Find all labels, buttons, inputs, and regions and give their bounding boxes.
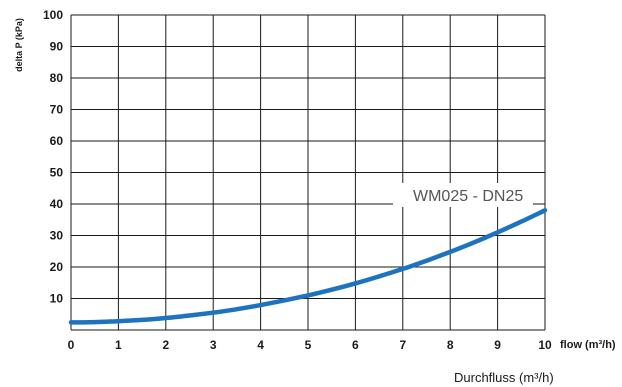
y-tick-label: 60 [50,134,64,148]
x-tick-label: 3 [210,338,217,352]
x-tick-label: 9 [494,338,501,352]
x-tick-label: 6 [352,338,359,352]
series-line-wm025-dn25 [68,208,548,325]
y-tick-label: 70 [50,103,64,117]
y-tick-label: 10 [50,292,64,306]
y-axis-label: delta P (kPa) [14,18,24,72]
x-tick-label: 4 [257,338,264,352]
x-tick-label: 7 [399,338,406,352]
series-label: WM025 - DN25 [413,188,523,205]
x-axis-label: flow (m³/h) [560,339,616,351]
y-tick-label: 100 [43,8,63,22]
x-axis-label-secondary: Durchfluss (m³/h) [454,370,554,385]
x-tick-label: 2 [162,338,169,352]
y-tick-label: 40 [50,197,64,211]
y-tick-label: 80 [50,71,64,85]
x-tick-label: 8 [447,338,454,352]
x-tick-label: 10 [538,338,552,352]
x-tick-label: 1 [115,338,122,352]
y-tick-labels: 10 20 30 40 50 60 70 80 90 100 [43,8,63,306]
x-tick-labels: 0 1 2 3 4 5 6 7 8 9 10 [68,338,552,352]
x-tick-label: 5 [305,338,312,352]
y-tick-label: 90 [50,40,64,54]
y-tick-label: 30 [50,229,64,243]
series-label-background [393,183,533,207]
grid [70,14,546,331]
y-tick-label: 50 [50,166,64,180]
x-tick-label: 0 [68,338,75,352]
y-tick-label: 20 [50,260,64,274]
